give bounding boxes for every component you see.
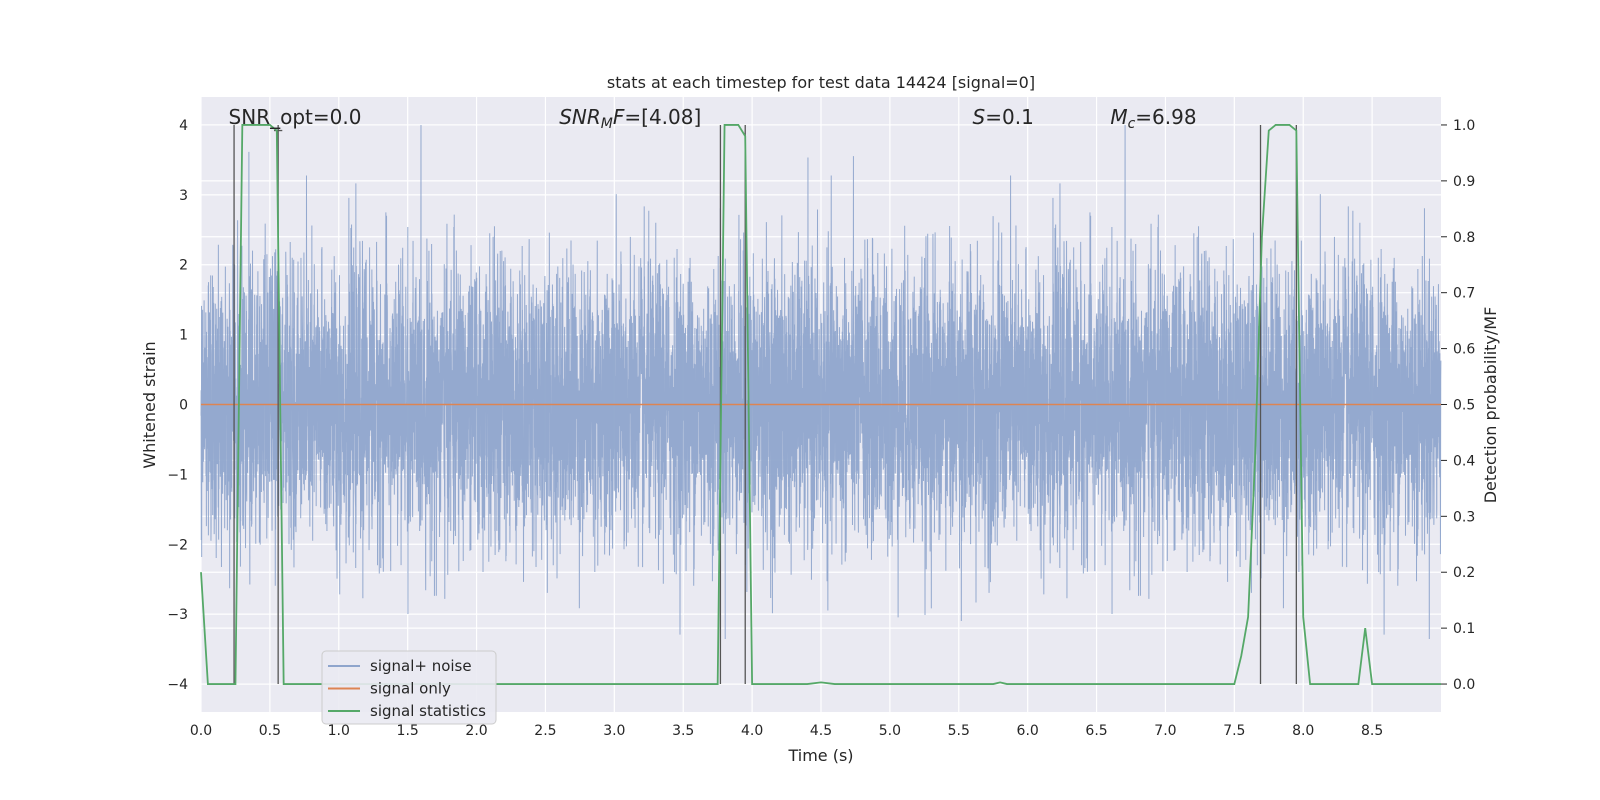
legend-box [321, 650, 497, 725]
x-tick-label: 5.5 [948, 723, 970, 739]
x-tick-label: 0.5 [259, 723, 281, 739]
y-tick-label: 0 [179, 398, 188, 414]
x-tick-label: 1.5 [397, 723, 419, 739]
y-tick-label: −3 [167, 607, 188, 623]
x-tick-label: 2.5 [534, 723, 556, 739]
y-axis-right: 0.0 0.1 0.2 0.3 0.4 0.5 0.6 0.7 0.8 0.9 1.0 [1441, 118, 1475, 693]
y2-tick-label: 0.0 [1453, 677, 1475, 693]
snr-mf-f: F [613, 105, 625, 129]
snr-mf-subscript: M [601, 116, 613, 132]
y2-tick-label: 0.5 [1453, 398, 1475, 414]
annotations: SNR_opt=0.0 SNRMF=[4.08] S=0.1 Mc=6.98 [229, 105, 1197, 132]
snr-mf-value: =[4.08] [624, 105, 701, 129]
signal-statistics-line [200, 124, 1441, 685]
legend: signal+ noise signal only signal statistic… [321, 650, 497, 725]
y-tick-label: 2 [179, 258, 188, 274]
x-tick-label: 4.0 [741, 723, 763, 739]
x-tick-label: 3.0 [603, 723, 625, 739]
signal-statistics-series [200, 124, 1441, 685]
y-tick-label: −4 [167, 677, 188, 693]
x-tick-label: 2.0 [465, 723, 487, 739]
s-value: =0.1 [985, 105, 1034, 129]
y2-tick-label: 1.0 [1453, 118, 1475, 134]
y2-tick-label: 0.1 [1453, 621, 1475, 637]
y-tick-label: −2 [167, 537, 188, 553]
y-tick-label: 4 [179, 118, 188, 134]
legend-label: signal only [370, 680, 451, 698]
snr-opt-annotation: SNR_opt=0.0 [229, 105, 362, 129]
mc-annotation: Mc=6.98 [1110, 105, 1196, 132]
snr-mf-symbol: SNR [559, 105, 601, 129]
s-annotation: S=0.1 [973, 105, 1034, 129]
y-tick-label: 3 [179, 188, 188, 204]
y2-tick-label: 0.2 [1453, 565, 1475, 581]
x-tick-label: 6.5 [1085, 723, 1107, 739]
legend-label: signal statistics [370, 702, 486, 720]
x-axis-label: Time (s) [787, 746, 853, 765]
snr-mf-annotation: SNRMF=[4.08] [559, 105, 701, 132]
x-tick-label: 8.5 [1361, 723, 1383, 739]
x-tick-label: 6.0 [1017, 723, 1039, 739]
x-tick-label: 8.0 [1292, 723, 1314, 739]
x-tick-label: 0.0 [190, 723, 212, 739]
s-symbol: S [973, 105, 986, 129]
y-axis-left: −4 −3 −2 −1 0 1 2 3 4 [167, 118, 188, 693]
legend-label: signal+ noise [370, 657, 472, 675]
y2-axis-label: Detection probability/MF [1481, 307, 1500, 504]
signal-noise-line [200, 124, 1442, 639]
y2-tick-label: 0.3 [1453, 509, 1475, 525]
y2-tick-label: 0.7 [1453, 286, 1475, 302]
mc-subscript: c [1128, 116, 1136, 132]
y2-tick-label: 0.6 [1453, 342, 1475, 358]
chart-title: stats at each timestep for test data 144… [607, 73, 1035, 92]
x-tick-label: 1.0 [328, 723, 350, 739]
y2-tick-label: 0.9 [1453, 174, 1475, 190]
vertical-markers [233, 124, 1297, 685]
y2-tick-label: 0.8 [1453, 230, 1475, 246]
x-tick-label: 3.5 [672, 723, 694, 739]
x-tick-label: 4.5 [810, 723, 832, 739]
x-tick-label: 7.5 [1223, 723, 1245, 739]
x-axis: 0.0 0.5 1.0 1.5 2.0 2.5 3.0 3.5 4.0 4.5 5.0 5.5 6.0 6… [190, 723, 1383, 739]
y-tick-label: −1 [167, 467, 188, 483]
y2-tick-label: 0.4 [1453, 453, 1475, 469]
x-tick-label: 7.0 [1154, 723, 1176, 739]
mc-symbol: M [1110, 105, 1127, 129]
signal-noise-series [200, 124, 1442, 639]
x-tick-label: 5.0 [879, 723, 901, 739]
y-axis-label: Whitened strain [140, 341, 159, 468]
mc-value: =6.98 [1135, 105, 1196, 129]
y-tick-label: 1 [179, 328, 188, 344]
